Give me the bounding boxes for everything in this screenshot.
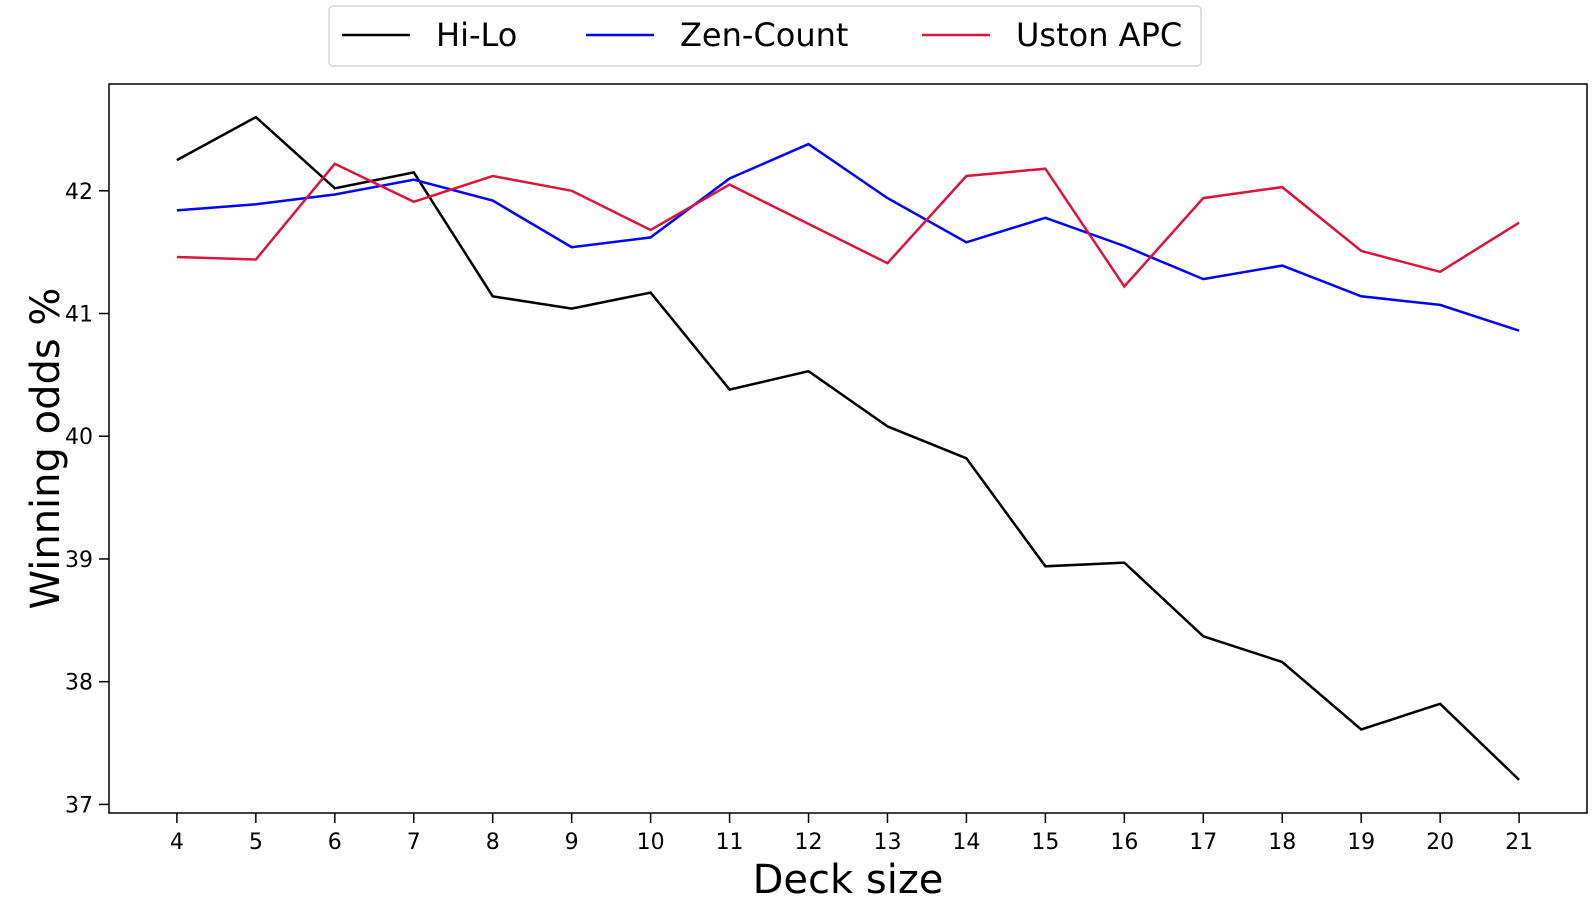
x-tick-label: 6 (328, 830, 342, 855)
x-tick-label: 10 (637, 830, 665, 855)
x-axis-title: Deck size (753, 857, 944, 897)
legend-box (328, 5, 1202, 67)
y-axis: 37 38 39 40 41 42 (65, 180, 109, 818)
series-line-hi-lo (176, 115, 1520, 781)
x-tick-label: 20 (1426, 830, 1454, 855)
y-tick-label: 40 (65, 425, 93, 450)
y-tick-label: 37 (65, 793, 93, 818)
y-tick-label: 38 (65, 671, 93, 696)
y-tick-label: 39 (65, 548, 93, 573)
x-tick-label: 8 (486, 830, 500, 855)
y-tick-label: 42 (65, 180, 93, 205)
x-tick-label: 19 (1347, 830, 1375, 855)
x-tick-label: 9 (565, 830, 579, 855)
series-line-zen-count (176, 142, 1520, 332)
x-axis: 4 5 6 7 8 9 10 11 12 13 14 15 16 17 18 19 20 21 (170, 813, 1533, 855)
y-tick-label: 41 (65, 303, 93, 328)
x-tick-label: 15 (1031, 830, 1059, 855)
x-tick-label: 16 (1110, 830, 1138, 855)
series-line-uston-apc (176, 162, 1520, 289)
x-tick-label: 5 (249, 830, 263, 855)
x-tick-label: 13 (873, 830, 901, 855)
legend-label: Hi-Lo (436, 16, 517, 54)
x-tick-label: 17 (1189, 830, 1217, 855)
legend: Hi-Lo Zen-Count Uston APC (328, 5, 1202, 67)
x-tick-label: 4 (170, 830, 184, 855)
y-axis-title: Winning odds % (23, 288, 69, 610)
legend-label: Uston APC (1016, 16, 1182, 54)
legend-label: Zen-Count (680, 16, 848, 54)
x-tick-label: 18 (1268, 830, 1296, 855)
series-layer (176, 115, 1520, 781)
x-tick-label: 7 (407, 830, 421, 855)
x-tick-label: 21 (1505, 830, 1533, 855)
x-tick-label: 14 (952, 830, 980, 855)
x-tick-label: 12 (795, 830, 823, 855)
x-tick-label: 11 (716, 830, 744, 855)
plot-area (108, 83, 1588, 814)
